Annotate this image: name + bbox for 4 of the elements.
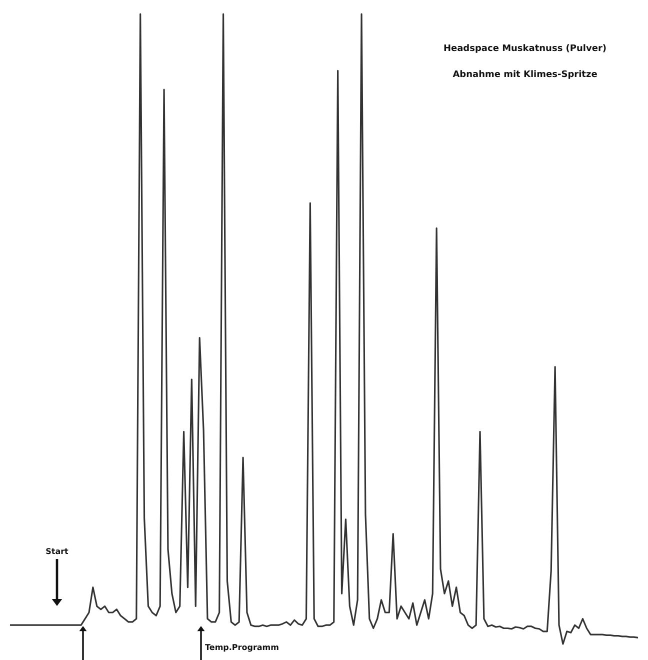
text: Headspace Muskatnuss (Pulver) bbox=[443, 44, 607, 54]
text: Abnahme mit Klimes-Spritze bbox=[452, 70, 598, 80]
annotation: Start bbox=[46, 547, 69, 556]
annotation: Temp.Programm bbox=[205, 643, 279, 652]
